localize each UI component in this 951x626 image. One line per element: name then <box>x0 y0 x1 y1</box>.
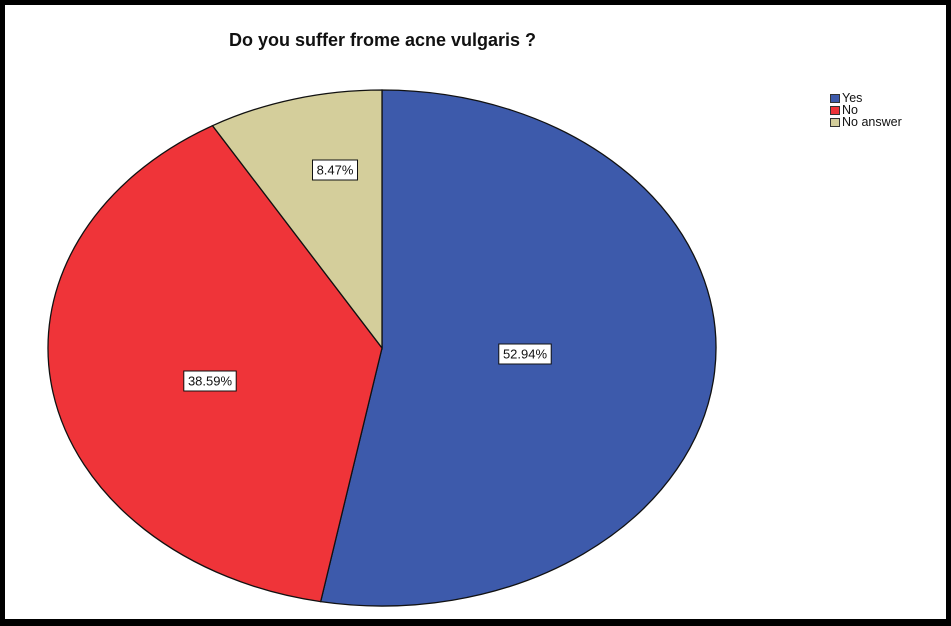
legend: Yes No No answer <box>830 92 902 128</box>
legend-label-yes: Yes <box>842 91 863 105</box>
data-label-box-no <box>183 370 237 392</box>
data-label-yes: 52.94% <box>498 343 552 365</box>
legend-swatch-yes <box>830 93 840 103</box>
legend-label-no-answer: No answer <box>842 115 902 129</box>
legend-item-no-answer: No answer <box>830 116 902 128</box>
data-label-no-answer: 8.47% <box>312 159 358 181</box>
legend-item-yes: Yes <box>830 92 902 104</box>
legend-item-no: No <box>830 104 902 116</box>
data-label-text-no: 38.59% <box>188 374 233 389</box>
legend-swatch-no-answer <box>830 117 840 127</box>
pie-slice-no-answer <box>211 89 383 350</box>
data-label-no: 38.59% <box>183 370 237 392</box>
data-label-text-yes: 52.94% <box>503 347 548 362</box>
chart-title: Do you suffer frome acne vulgaris ? <box>228 30 537 50</box>
data-label-box-no-answer <box>312 159 358 181</box>
legend-swatch-no <box>830 105 840 115</box>
data-label-box-yes <box>498 343 552 365</box>
data-label-text-no-answer: 8.47% <box>317 163 354 178</box>
legend-label-no: No <box>842 103 858 117</box>
pie-slice-no <box>47 124 383 603</box>
